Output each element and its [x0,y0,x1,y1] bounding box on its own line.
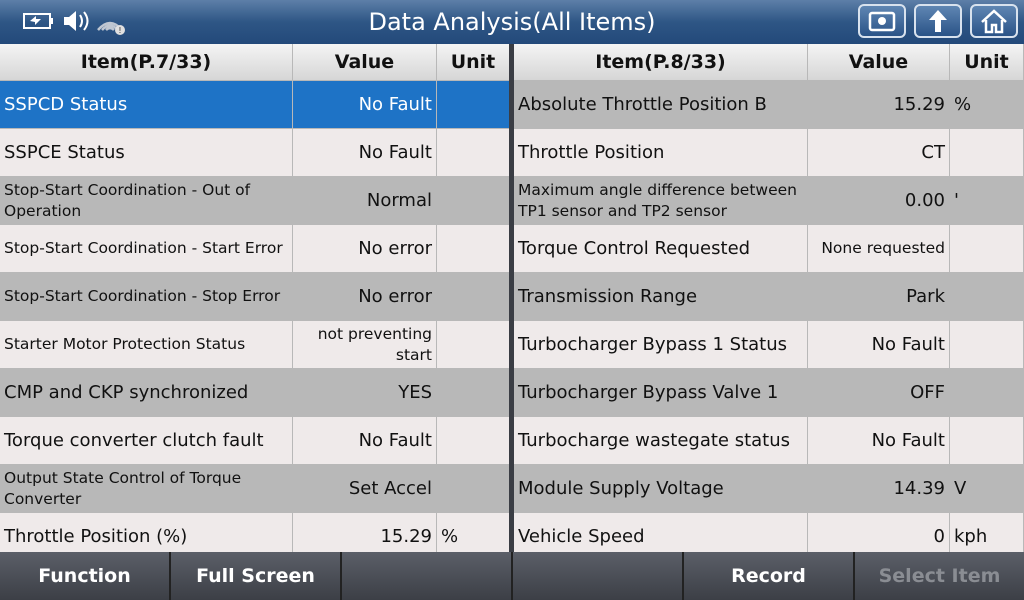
unit-cell[interactable] [950,321,1023,368]
value-cell[interactable]: OFF [910,382,945,403]
unit-cell[interactable] [950,225,1023,272]
item-cell[interactable]: Transmission Range [518,286,698,307]
value-cell[interactable]: No error [293,225,436,272]
unit-cell[interactable] [437,273,509,320]
unit-cell[interactable] [437,225,509,272]
value-cell[interactable]: None requested [808,225,949,272]
item-cell[interactable]: Maximum angle difference between TP1 sen… [518,180,797,220]
back-button[interactable] [914,4,962,38]
unit-cell[interactable] [437,81,509,128]
unit-cell[interactable] [950,129,1023,176]
unit-cell[interactable] [950,369,1023,416]
item-cell[interactable]: SSPCE Status [0,129,292,176]
value-cell[interactable]: No Fault [293,81,436,128]
item-cell[interactable]: Starter Motor Protection Status [0,321,292,368]
unit-cell[interactable] [437,321,509,368]
column-header: Value [293,44,436,80]
item-cell[interactable]: SSPCD Status [0,81,292,128]
unit-cell[interactable] [437,369,509,416]
home-button[interactable] [970,4,1018,38]
unit-cell[interactable] [950,273,1023,320]
column-header: Value [808,44,949,80]
screenshot-button[interactable] [858,4,906,38]
item-cell[interactable]: Turbocharger Bypass Valve 1 [518,382,779,403]
unit-cell[interactable]: % [954,94,972,115]
column-header: Unit [437,44,509,80]
item-cell[interactable]: Absolute Throttle Position B [518,94,767,115]
item-cell[interactable]: Throttle Position [514,129,807,176]
value-cell[interactable]: CT [808,129,949,176]
value-cell[interactable]: 14.39 [893,478,945,499]
data-table: Item(P.7/33) Value Unit SSPCD Status No Faul… [0,44,509,560]
value-cell[interactable]: 15.29 [893,94,945,115]
unit-cell[interactable]: V [954,478,967,499]
status-icons: ! [23,11,125,35]
button-bar: Function Full Screen Record Select Item [0,552,1024,600]
value-cell[interactable]: No Fault [808,321,949,368]
title: Data Analysis(All Items) [368,8,656,36]
data-table: Item(P.8/33) Value Unit Absolute Throttle P… [514,44,1024,560]
select-item-button: Select Item [855,552,1024,600]
value-cell[interactable]: Park [906,286,945,307]
value-cell[interactable]: No Fault [293,417,436,464]
unit-cell[interactable] [950,417,1023,464]
full-screen-button[interactable]: Full Screen [171,552,340,600]
value-cell[interactable]: Set Accel [348,478,432,499]
item-cell[interactable]: CMP and CKP synchronized [4,382,249,403]
value-cell[interactable]: No Fault [293,129,436,176]
item-cell[interactable]: Output State Control of Torque Converter [4,468,242,508]
record-button[interactable]: Record [684,552,853,600]
value-cell[interactable]: No error [358,286,432,307]
unit-cell[interactable] [437,177,509,224]
item-cell[interactable]: Turbocharger Bypass 1 Status [514,321,807,368]
item-cell[interactable]: Stop-Start Coordination - Out of Operati… [4,180,251,220]
blank-button [342,552,511,600]
item-cell[interactable]: Torque converter clutch fault [0,417,292,464]
item-cell[interactable]: Module Supply Voltage [518,478,724,499]
item-cell[interactable]: Stop-Start Coordination - Start Error [0,225,292,272]
unit-cell[interactable] [437,129,509,176]
value-cell[interactable]: Normal [366,190,432,211]
unit-cell[interactable] [437,417,509,464]
value-cell[interactable]: No Fault [808,417,949,464]
item-cell[interactable]: Torque Control Requested [514,225,807,272]
value-cell[interactable]: not preventing start [293,321,436,368]
item-cell[interactable]: Stop-Start Coordination - Stop Error [4,287,281,305]
column-header: Unit [950,44,1023,80]
header: ! Data Analysis(All Items) [0,0,1024,44]
function-button[interactable]: Function [0,552,169,600]
value-cell[interactable]: YES [398,382,432,403]
column-header: Item(P.7/33) [0,44,292,80]
unit-cell[interactable] [437,465,509,512]
blank-button [513,552,682,600]
svg-text:!: ! [118,26,121,35]
column-header: Item(P.8/33) [514,44,807,80]
value-cell[interactable]: 0.00 [904,190,945,211]
unit-cell[interactable]: ' [954,190,959,211]
item-cell[interactable]: Turbocharge wastegate status [514,417,807,464]
